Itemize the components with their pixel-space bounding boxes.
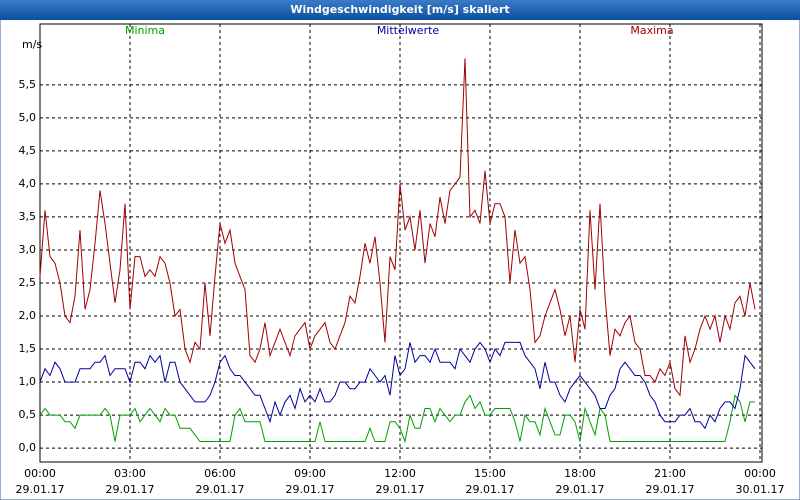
- x-tick-label: 12:00: [384, 467, 416, 480]
- legend-label: Minima: [125, 24, 165, 37]
- x-tick-date: 29.01.17: [196, 483, 245, 496]
- y-tick-label: 2,0: [19, 309, 37, 322]
- title-bar: [0, 0, 800, 20]
- series-line: [39, 394, 755, 444]
- x-tick-label: 00:00: [24, 467, 56, 480]
- x-tick-label: 18:00: [564, 467, 596, 480]
- x-tick-date: 29.01.17: [106, 483, 155, 496]
- y-tick-label: 0,0: [19, 441, 37, 454]
- x-tick-date: 29.01.17: [556, 483, 605, 496]
- x-tick-date: 29.01.17: [286, 483, 335, 496]
- y-tick-label: 3,0: [19, 243, 37, 256]
- y-tick-label: 5,5: [19, 78, 37, 91]
- x-tick-label: 06:00: [204, 467, 236, 480]
- series-line: [39, 58, 756, 397]
- y-tick-label: 3,5: [19, 210, 37, 223]
- x-tick-label: 15:00: [474, 467, 506, 480]
- x-tick-label: 21:00: [654, 467, 686, 480]
- y-tick-label: 0,5: [19, 408, 37, 421]
- legend-label: Mittelwerte: [377, 24, 440, 37]
- x-tick-date: 29.01.17: [376, 483, 425, 496]
- chart-title: Windgeschwindigkeit [m/s] skaliert: [290, 3, 509, 16]
- legend-label: Maxima: [630, 24, 673, 37]
- x-tick-label: 09:00: [294, 467, 326, 480]
- x-tick-date: 29.01.17: [466, 483, 515, 496]
- y-tick-label: 4,0: [19, 177, 37, 190]
- y-tick-label: 1,0: [19, 375, 37, 388]
- x-tick-date: 29.01.17: [646, 483, 695, 496]
- y-tick-label: 2,5: [19, 276, 37, 289]
- x-tick-label: 00:00: [744, 467, 776, 480]
- y-axis-label: m/s: [22, 38, 42, 51]
- y-tick-label: 1,5: [19, 342, 37, 355]
- y-tick-label: 4,5: [19, 144, 37, 157]
- series-line: [39, 341, 756, 430]
- y-tick-label: 5,0: [19, 111, 37, 124]
- x-tick-date: 29.01.17: [16, 483, 65, 496]
- x-tick-label: 03:00: [114, 467, 146, 480]
- plot-frame: [39, 23, 763, 463]
- x-tick-date: 30.01.17: [736, 483, 785, 496]
